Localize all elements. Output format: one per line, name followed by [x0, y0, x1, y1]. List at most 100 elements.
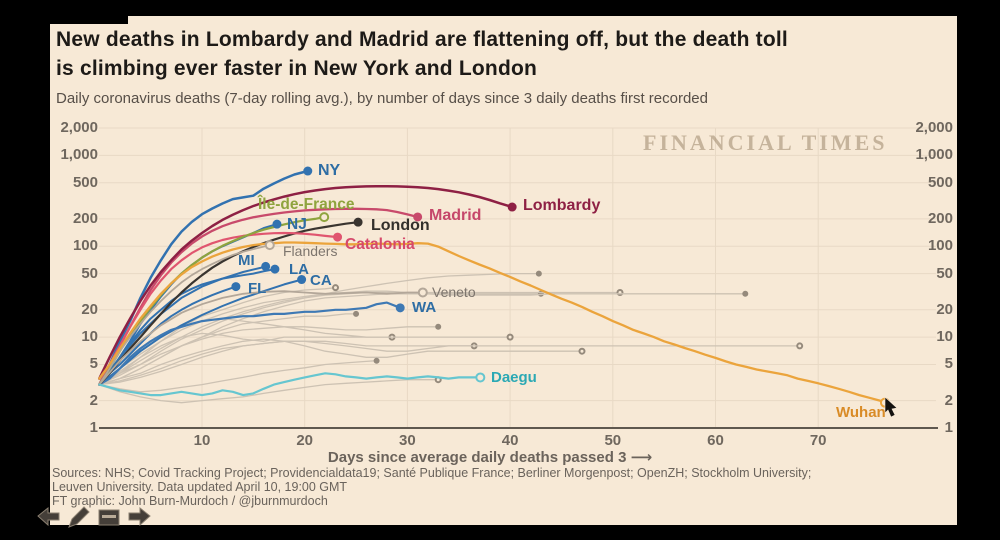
y-tick-label-left: 1: [89, 419, 98, 436]
y-tick-label-left: 100: [72, 237, 98, 255]
series-label-wuhan: Wuhan: [836, 404, 886, 421]
series-label-la: LA: [289, 261, 309, 278]
x-tick-label: 50: [604, 432, 622, 449]
series-line-catalonia: [98, 231, 339, 386]
series-line-daegu: [98, 372, 482, 397]
series-dot: [332, 284, 340, 292]
x-tick-label: 20: [296, 432, 314, 449]
y-tick-label-left: 1,000: [60, 146, 98, 164]
series-label-london: London: [371, 217, 430, 234]
ft-watermark: FINANCIAL TIMES: [643, 130, 888, 155]
series-label-catalonia: Catalonia: [345, 236, 415, 253]
series-label-nj: NJ: [287, 216, 307, 233]
sources-line-3: FT graphic: John Burn-Murdoch / @jburnmu…: [52, 494, 328, 508]
mouse-cursor: [884, 396, 898, 418]
series-line-mi: [98, 265, 267, 386]
series-line-flanders: [98, 244, 271, 386]
series-dot: [231, 282, 241, 292]
y-tick-label-left: 2: [89, 391, 98, 409]
series-dot: [264, 240, 275, 251]
series-dot: [435, 323, 442, 330]
series-label-lombardy: Lombardy: [523, 197, 601, 214]
series-line-london: [98, 221, 360, 386]
series-label-veneto: Veneto: [432, 284, 476, 300]
series-dot: [507, 202, 517, 212]
chart-subtitle: Daily coronavirus deaths (7-day rolling …: [56, 90, 708, 107]
x-tick-label: 30: [399, 432, 416, 449]
x-tick-label: 40: [501, 432, 519, 449]
y-tick-label-left: 20: [81, 300, 98, 318]
series-line-fl: [98, 285, 237, 386]
series-line-wa: [98, 301, 402, 386]
series-label-daegu: Daegu: [491, 369, 537, 386]
series-dot: [261, 261, 271, 271]
y-tick-label-right: 2,000: [915, 119, 953, 136]
window-icon[interactable]: [97, 507, 121, 527]
forward-arrow-icon[interactable]: [127, 506, 152, 528]
series-dot: [333, 232, 343, 242]
series-dot: [578, 347, 586, 355]
top-left-notch: [50, 16, 128, 24]
y-tick-label-left: 500: [72, 173, 98, 191]
series-label-mi: MI: [238, 252, 255, 269]
pencil-icon[interactable]: [67, 505, 91, 529]
series-line-ca: [98, 278, 303, 386]
series-dot: [417, 287, 428, 298]
series-line-madrid: [98, 207, 419, 386]
chart-title-line-2: is climbing ever faster in New York and …: [56, 57, 538, 80]
bg-series-line: [98, 326, 439, 386]
bg-series-line: [99, 338, 582, 386]
bg-series-line: [99, 293, 746, 386]
bg-series-line: [99, 360, 377, 393]
series-line-wuhan: [98, 241, 887, 404]
y-tick-label-right: 2: [944, 391, 953, 409]
series-label-ny: NY: [318, 162, 341, 179]
y-tick-label-right: 50: [936, 264, 953, 282]
series-line-lombardy: [98, 184, 514, 380]
bg-series-line: [98, 290, 620, 386]
bg-series-line: [99, 272, 539, 386]
series-dot: [303, 166, 313, 176]
bg-series-line: [99, 379, 439, 404]
series-dot: [506, 333, 514, 341]
y-tick-label-right: 1: [944, 419, 953, 436]
series-line-veneto: [98, 290, 424, 386]
y-tick-label-right: 20: [936, 300, 953, 318]
series-dot: [353, 217, 363, 227]
y-tick-label-left: 50: [81, 264, 98, 282]
y-tick-label-right: 5: [944, 355, 953, 373]
y-tick-label-left: 10: [81, 328, 98, 346]
series-dot: [413, 212, 423, 222]
bg-series-line: [99, 340, 800, 386]
y-tick-label-right: 1,000: [915, 146, 953, 164]
y-tick-label-left: 5: [89, 355, 98, 373]
series-label-ile-de-france: Île-de-France: [258, 196, 355, 213]
series-label-fl: FL: [248, 280, 267, 297]
series-line-ile-de-france: [98, 216, 326, 386]
series-dot: [297, 275, 307, 285]
series-dot: [353, 310, 360, 317]
series-dot: [742, 290, 749, 297]
series-label-madrid: Madrid: [429, 207, 482, 224]
right-arrow-glyph: ⟶: [630, 449, 653, 466]
y-tick-label-right: 500: [927, 173, 953, 191]
series-dot: [373, 357, 380, 364]
series-line-la: [98, 268, 276, 386]
y-tick-label-right: 200: [927, 209, 953, 227]
y-tick-label-right: 100: [927, 237, 953, 255]
y-tick-label-left: 200: [72, 209, 98, 227]
series-label-flanders: Flanders: [283, 243, 338, 259]
x-axis-title: Days since average daily deaths passed 3…: [290, 448, 690, 466]
y-tick-label-left: 2,000: [60, 119, 98, 136]
series-label-ca: CA: [310, 272, 332, 289]
y-tick-label-right: 10: [936, 328, 953, 346]
series-dot: [319, 212, 330, 223]
series-label-wa: WA: [412, 299, 437, 316]
series-dot: [535, 270, 542, 277]
series-dot: [475, 372, 486, 383]
sources-line-1: Sources: NHS; Covid Tracking Project; Pr…: [52, 466, 812, 480]
back-arrow-icon[interactable]: [36, 506, 61, 528]
bg-series-line: [98, 332, 511, 386]
